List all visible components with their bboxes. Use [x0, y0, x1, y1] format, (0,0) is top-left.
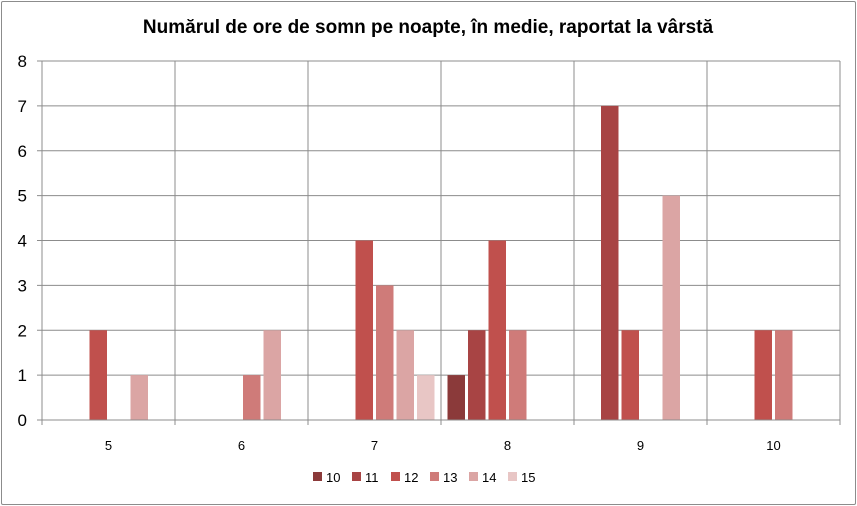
- legend-swatch: [352, 472, 361, 481]
- bar: [130, 375, 148, 420]
- legend-swatch: [313, 472, 322, 481]
- bar: [509, 330, 527, 420]
- bar: [447, 375, 465, 420]
- grid: [41, 60, 841, 421]
- legend-swatch: [430, 472, 439, 481]
- x-tick-label: 8: [504, 438, 511, 453]
- y-tick-label: 7: [18, 97, 27, 116]
- legend: 10 11 12 13 14 15: [313, 470, 535, 485]
- legend-label: 14: [482, 470, 496, 485]
- bar: [355, 240, 373, 420]
- y-tick-label: 6: [18, 142, 27, 161]
- y-tick-label: 0: [18, 411, 27, 430]
- legend-label: 13: [443, 470, 457, 485]
- legend-label: 11: [365, 470, 379, 485]
- bar: [396, 330, 414, 420]
- legend-swatch: [508, 472, 517, 481]
- y-tick-label: 3: [18, 276, 27, 295]
- x-tick-label: 7: [371, 438, 378, 453]
- x-tick-label: 10: [766, 438, 780, 453]
- x-tick-label: 9: [637, 438, 644, 453]
- bar: [621, 330, 639, 420]
- legend-swatch: [391, 472, 400, 481]
- y-tick-label: 8: [18, 52, 27, 71]
- x-tick-label: 5: [105, 438, 112, 453]
- bar: [775, 330, 793, 420]
- legend-label: 15: [521, 470, 535, 485]
- bar: [376, 285, 394, 420]
- axes: 0 1 2 3 4 5 6 7 8 5 6 7 8 9 10: [18, 52, 841, 453]
- bar: [417, 375, 435, 420]
- bars: [89, 105, 793, 420]
- y-tick-label: 2: [18, 321, 27, 340]
- bar: [243, 375, 261, 420]
- bar: [754, 330, 772, 420]
- legend-label: 12: [404, 470, 418, 485]
- x-tick-label: 6: [238, 438, 245, 453]
- y-tick-label: 4: [18, 232, 27, 251]
- bar: [263, 330, 281, 420]
- y-tick-label: 5: [18, 187, 27, 206]
- bar: [601, 105, 619, 420]
- legend-swatch: [469, 472, 478, 481]
- bar: [89, 330, 107, 420]
- bar: [468, 330, 486, 420]
- legend-label: 10: [326, 470, 340, 485]
- bar: [488, 240, 506, 420]
- bar: [662, 195, 680, 420]
- y-tick-label: 1: [18, 366, 27, 385]
- chart-title: Numărul de ore de somn pe noapte, în med…: [143, 17, 714, 38]
